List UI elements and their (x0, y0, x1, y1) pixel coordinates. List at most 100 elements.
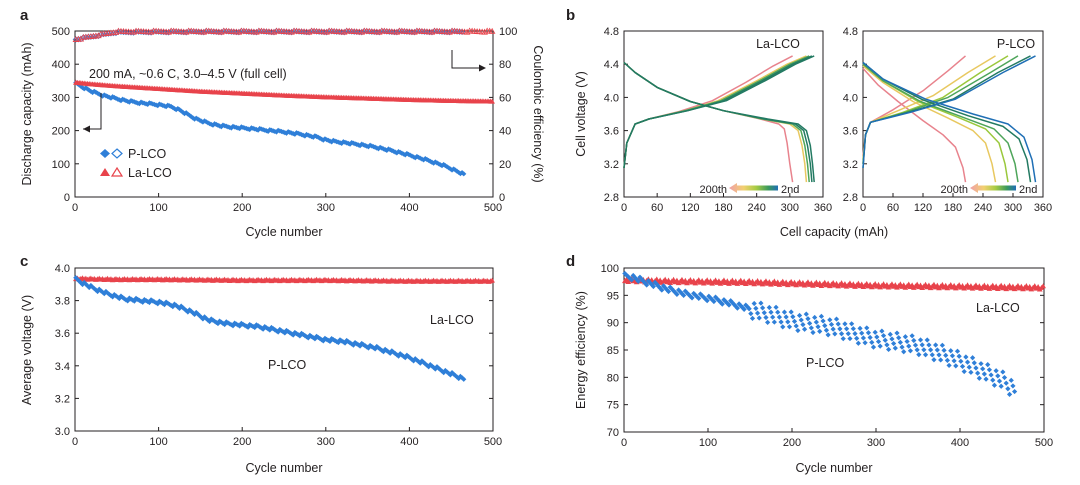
p-lco-voltage-point (298, 330, 305, 336)
p-lco-voltage-point (126, 295, 132, 301)
p-lco-energy-point (1012, 388, 1018, 395)
p-lco-voltage-point (377, 346, 383, 352)
p-lco-energy-point (882, 337, 888, 343)
p-lco-capacity-point (427, 158, 433, 164)
p-lco-energy-point (934, 347, 940, 353)
p-lco-energy-point (724, 300, 730, 306)
p-lco-energy-point (998, 383, 1004, 389)
panel-d-x-label: Cycle number (795, 461, 872, 475)
panel-b-left-x-tick-label: 240 (747, 202, 765, 214)
p-lco-energy-point (973, 365, 979, 371)
panel-a-x-label: Cycle number (245, 225, 322, 239)
p-lco-voltage-point (375, 345, 382, 351)
p-lco-voltage-point (250, 323, 256, 330)
p-lco-energy-point (807, 320, 813, 326)
p-lco-capacity-point (302, 133, 308, 139)
p-lco-energy-point (716, 298, 722, 304)
p-lco-energy-point (914, 347, 920, 353)
panel-b-left-y-tick-label: 4.0 (604, 92, 619, 104)
panel-c-y-tick-label: 3.6 (55, 328, 70, 340)
p-lco-voltage-point (81, 279, 87, 286)
p-lco-voltage-point (410, 358, 417, 364)
la-lco-efficiency-point (253, 28, 260, 35)
panel-b-label: b (566, 7, 575, 24)
p-lco-voltage-point (163, 299, 169, 305)
p-lco-energy-point (791, 318, 798, 324)
panel-a-yr-tick-label: 60 (499, 92, 511, 104)
panel-c-x-tick-label: 0 (72, 436, 78, 448)
p-lco-voltage-point (407, 355, 413, 361)
p-lco-voltage-point (392, 350, 398, 357)
legend-p-filled-marker (100, 149, 110, 158)
p-lco-energy-point (664, 287, 670, 293)
p-lco-capacity-point (91, 88, 97, 94)
p-lco-energy-point (798, 317, 804, 323)
p-lco-energy-point (780, 324, 786, 330)
p-lco-voltage-point (322, 335, 328, 341)
p-lco-energy-point (837, 326, 843, 332)
panel-a-y-tick-label: 300 (52, 92, 70, 104)
p-lco-energy-point (877, 343, 883, 349)
p-lco-energy-point (654, 281, 660, 287)
p-lco-energy-point (971, 360, 977, 366)
p-lco-voltage-point (412, 356, 418, 362)
p-lco-energy-point (728, 298, 734, 304)
p-lco-energy-point (1000, 369, 1006, 375)
p-lco-energy-point (748, 310, 754, 317)
p-lco-capacity-point (436, 161, 442, 167)
panel-b-right-x-tick-label: 180 (944, 202, 962, 214)
p-lco-charge-curve-2nd (862, 55, 1036, 168)
p-lco-energy-point (790, 314, 796, 320)
p-lco-energy-point (704, 298, 710, 304)
p-lco-voltage-point (130, 297, 136, 303)
p-lco-energy-point (844, 326, 850, 332)
panel-b-left-y-tick-label: 3.2 (604, 159, 619, 171)
panel-b-plot (623, 55, 1037, 183)
la-lco-charge-curve-2nd (623, 55, 815, 168)
panel-a-y-tick-label: 400 (52, 59, 70, 71)
panel-b-right-y-tick-label: 3.6 (843, 126, 858, 138)
p-lco-energy-point (734, 305, 740, 311)
p-lco-energy-point (751, 300, 757, 307)
panel-d-y-tick-label: 70 (607, 427, 619, 439)
p-lco-voltage-point (113, 293, 119, 299)
p-lco-voltage-point (307, 332, 313, 339)
p-lco-voltage-point (437, 367, 443, 373)
p-lco-energy-point (867, 334, 873, 341)
p-lco-energy-point (628, 277, 635, 283)
p-lco-energy-point (706, 293, 712, 299)
p-lco-energy-point (933, 342, 939, 348)
p-lco-energy-point (986, 367, 992, 373)
p-lco-voltage-point (195, 311, 201, 317)
p-lco-energy-point (896, 335, 902, 341)
p-lco-energy-point (667, 284, 673, 290)
p-lco-energy-point (825, 332, 831, 338)
p-lco-energy-point (946, 362, 952, 369)
p-lco-voltage-point (364, 344, 370, 350)
p-lco-energy-point (951, 358, 957, 364)
p-lco-energy-point (912, 342, 919, 348)
gradient-arrow-left-icon (729, 183, 778, 193)
p-lco-energy-point (959, 363, 966, 370)
panel-c-y-tick-label: 3.8 (55, 296, 70, 308)
p-lco-energy-point (731, 301, 737, 308)
la-lco-charge-curve-200th (623, 55, 793, 168)
p-lco-voltage-point (273, 328, 280, 334)
p-lco-voltage-point (439, 368, 445, 374)
p-lco-energy-point (1005, 386, 1011, 392)
p-lco-energy-point (1001, 374, 1008, 381)
p-lco-voltage-point (111, 291, 117, 298)
p-lco-capacity-point (375, 146, 382, 152)
p-lco-voltage-point (210, 317, 216, 323)
la-lco-efficiency-point (340, 28, 348, 35)
p-lco-energy-point (864, 325, 870, 331)
p-lco-energy-point (875, 338, 882, 345)
panel-c-y-tick-label: 3.2 (55, 393, 70, 405)
p-lco-capacity-point (441, 161, 447, 168)
p-lco-capacity-point (444, 164, 450, 170)
panel-d-ticks: 0 100 200 300 400 500 70 75 80 85 90 95 100 (601, 263, 1054, 449)
p-lco-energy-point (993, 368, 999, 374)
panel-b-ticks: 0 60 120 180 240 300 360 2.8 3.2 3.6 4.0 4.4 4.8 0 60 1… (604, 26, 1052, 214)
p-lco-voltage-point (270, 326, 276, 332)
